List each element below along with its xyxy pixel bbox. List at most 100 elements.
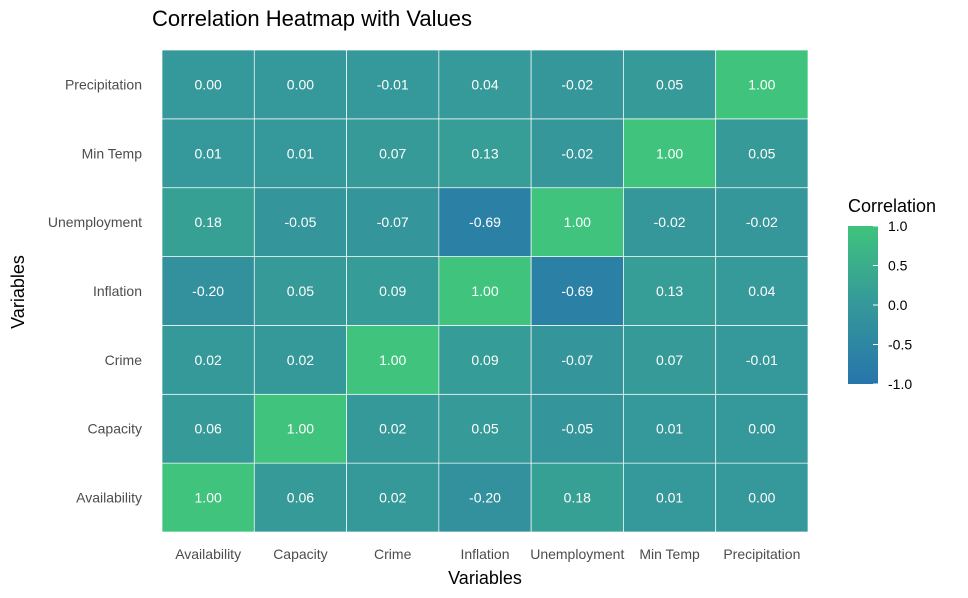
x-tick-label: Min Temp [639,546,700,562]
cell-value-label: 0.01 [195,145,222,161]
legend-tick-label: -0.5 [888,337,912,353]
cell-value-label: -0.02 [561,145,593,161]
x-tick-label: Capacity [273,546,327,562]
cell-value-label: 0.06 [195,421,222,437]
y-tick-label: Unemployment [48,214,142,230]
heatmap-cell [715,49,809,120]
cell-value-label: 0.00 [195,76,222,92]
cell-value-label: 0.07 [656,352,683,368]
cell-value-label: 0.18 [564,490,591,506]
heatmap-cell [530,325,624,395]
x-axis-label: Variables [448,568,522,588]
cell-value-label: 0.05 [748,145,775,161]
heatmap-cell [530,49,624,120]
heatmap-cell [623,256,717,326]
heatmap-cell [346,49,440,120]
heatmap-cell [346,393,440,464]
heatmap-cell [161,256,255,326]
heatmap-cell [161,49,255,120]
heatmap-cell [715,325,809,395]
heatmap-cell [438,325,532,395]
x-tick-label: Availability [175,546,241,562]
heatmap-cells [161,49,809,533]
cell-value-label: 0.09 [379,283,406,299]
cell-value-label: -0.02 [746,214,778,230]
heatmap-cell [161,462,255,533]
cell-value-label: 0.00 [287,76,314,92]
heatmap-cell [438,118,532,189]
heatmap-cell [715,187,809,257]
cell-value-label: 0.05 [471,421,498,437]
cell-value-label: -0.02 [654,214,686,230]
cell-value-label: 0.13 [471,145,498,161]
heatmap-cell [253,118,347,189]
cell-value-label: 1.00 [471,283,498,299]
heatmap-cell [623,462,717,533]
y-tick-label: Crime [105,352,143,368]
cell-value-label: -0.20 [192,283,224,299]
x-tick-label: Precipitation [723,546,800,562]
cell-value-label: 0.02 [379,421,406,437]
legend-tick-label: 0.0 [888,297,908,313]
heatmap-cell [438,462,532,533]
cell-value-label: 0.02 [287,352,314,368]
heatmap-cell [530,462,624,533]
heatmap-cell [715,118,809,189]
y-axis-ticks: Availability Capacity Crime Inflation Unempl… [48,76,142,505]
cell-value-label: -0.05 [561,421,593,437]
heatmap-cell [438,393,532,464]
heatmap-cell [161,118,255,189]
heatmap-cell [715,256,809,326]
cell-value-label: 1.00 [379,352,406,368]
heatmap-cell [438,187,532,257]
x-tick-label: Inflation [460,546,509,562]
cell-value-label: -0.07 [377,214,409,230]
cell-value-label: 0.00 [748,421,775,437]
heatmap-cell [253,393,347,464]
cell-value-label: 0.13 [656,283,683,299]
x-tick-label: Unemployment [530,546,624,562]
cell-value-label: -0.07 [561,352,593,368]
cell-value-label: -0.02 [561,76,593,92]
legend-tick-label: 1.0 [888,218,908,234]
cell-value-label: 0.04 [748,283,775,299]
y-tick-label: Min Temp [82,145,143,161]
cell-value-label: 1.00 [287,421,314,437]
cell-value-label: 0.06 [287,490,314,506]
cell-value-label: 0.18 [195,214,222,230]
heatmap-cell [438,49,532,120]
cell-value-label: -0.01 [746,352,778,368]
heatmap-cell [346,118,440,189]
x-axis-ticks: Availability Capacity Crime Inflation Unempl… [175,546,800,562]
cell-value-label: -0.20 [469,490,501,506]
cell-value-label: 1.00 [656,145,683,161]
cell-value-label: 0.01 [656,421,683,437]
cell-value-label: 0.01 [287,145,314,161]
heatmap-cell [161,325,255,395]
cell-value-label: -0.69 [561,283,593,299]
heatmap-cell [623,118,717,189]
cell-value-label: -0.05 [284,214,316,230]
legend-title: Correlation [848,196,937,216]
cell-value-label: -0.69 [469,214,501,230]
legend-ticks: 1.0 0.5 0.0 -0.5 -1.0 [873,218,912,392]
cell-value-label: 0.01 [656,490,683,506]
y-tick-label: Capacity [88,421,142,437]
heatmap-cell [715,462,809,533]
cell-value-label: 0.05 [287,283,314,299]
cell-value-label: -0.01 [377,76,409,92]
heatmap-cell [715,393,809,464]
legend-tick-label: 0.5 [888,258,908,274]
heatmap-cell [346,256,440,326]
heatmap-cell-labels: 1.00 0.06 0.02 -0.20 0.18 0.01 0.00 0.06 1.00 0.0… [192,76,778,505]
heatmap-cell [346,325,440,395]
cell-value-label: 0.00 [748,490,775,506]
heatmap-cell [161,187,255,257]
cell-value-label: 0.05 [656,76,683,92]
heatmap-cell [346,462,440,533]
chart-title: Correlation Heatmap with Values [152,6,472,31]
heatmap-cell [530,256,624,326]
heatmap-cell [253,325,347,395]
cell-value-label: 0.07 [379,145,406,161]
